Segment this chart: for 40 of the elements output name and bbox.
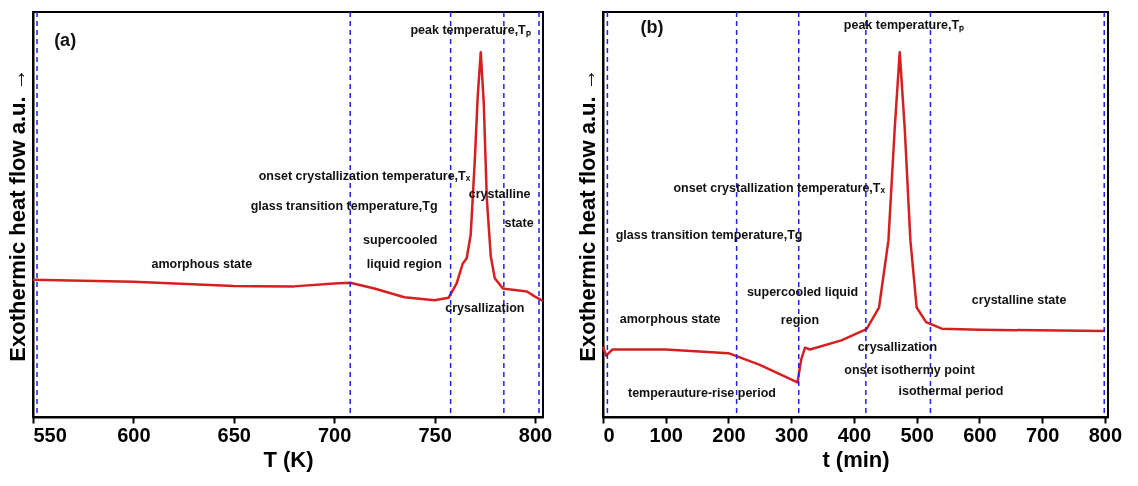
annotation: glass transition temperature,Tg xyxy=(250,198,438,213)
x-tick-label: 650 xyxy=(217,423,251,446)
annotation: crysallization xyxy=(445,300,525,315)
y-axis-title: Exothermic heat flow a.u. → xyxy=(574,68,600,362)
x-axis-title: t (min) xyxy=(822,446,890,472)
annotation: region xyxy=(780,313,820,328)
x-tick-label: 600 xyxy=(117,423,151,446)
annotation: onset crystallization temperature,Tₓ xyxy=(258,169,471,184)
annotation: supercooled xyxy=(363,233,438,248)
x-tick-label: 700 xyxy=(317,423,352,446)
text: peak temperature,Tₚ xyxy=(410,23,531,39)
x-tick-label: 100 xyxy=(649,423,683,446)
annotation: amorphous state xyxy=(151,256,253,271)
x-tick-label: 600 xyxy=(963,423,997,446)
x-tick-label: 0 xyxy=(603,423,615,446)
annotation: supercooled liquid xyxy=(746,284,859,299)
annotation: onset crystallization temperature,Tₓ xyxy=(673,180,886,195)
text: (b) xyxy=(640,17,664,38)
annotation: glass transition temperature,Tg xyxy=(615,227,803,242)
annotation: onset isothermy point xyxy=(844,363,976,378)
x-tick-label: 750 xyxy=(418,423,452,446)
annotation: crystalline state xyxy=(971,293,1067,308)
y-axis-title: Exothermic heat flow a.u. → xyxy=(4,68,30,362)
x-tick-label: 300 xyxy=(775,423,809,446)
annotation: state xyxy=(504,216,534,231)
text: peak temperature,Tₚ xyxy=(843,17,965,33)
x-tick-label: 550 xyxy=(33,423,67,446)
annotation: crysallization xyxy=(857,339,938,354)
x-axis-title: T (K) xyxy=(263,446,314,472)
x-tick-label: 400 xyxy=(837,423,872,446)
annotation: amorphous state xyxy=(619,312,721,327)
annotation: temperauture-rise period xyxy=(628,386,776,401)
x-tick-label: 200 xyxy=(712,423,746,446)
annotation: isothermal period xyxy=(898,384,1004,399)
annotation: liquid region xyxy=(366,256,442,271)
x-tick-label: 800 xyxy=(518,423,553,446)
x-tick-label: 800 xyxy=(1088,423,1123,446)
x-tick-label: 500 xyxy=(900,423,934,446)
text: (a) xyxy=(54,30,77,51)
x-tick-label: 700 xyxy=(1025,423,1060,446)
